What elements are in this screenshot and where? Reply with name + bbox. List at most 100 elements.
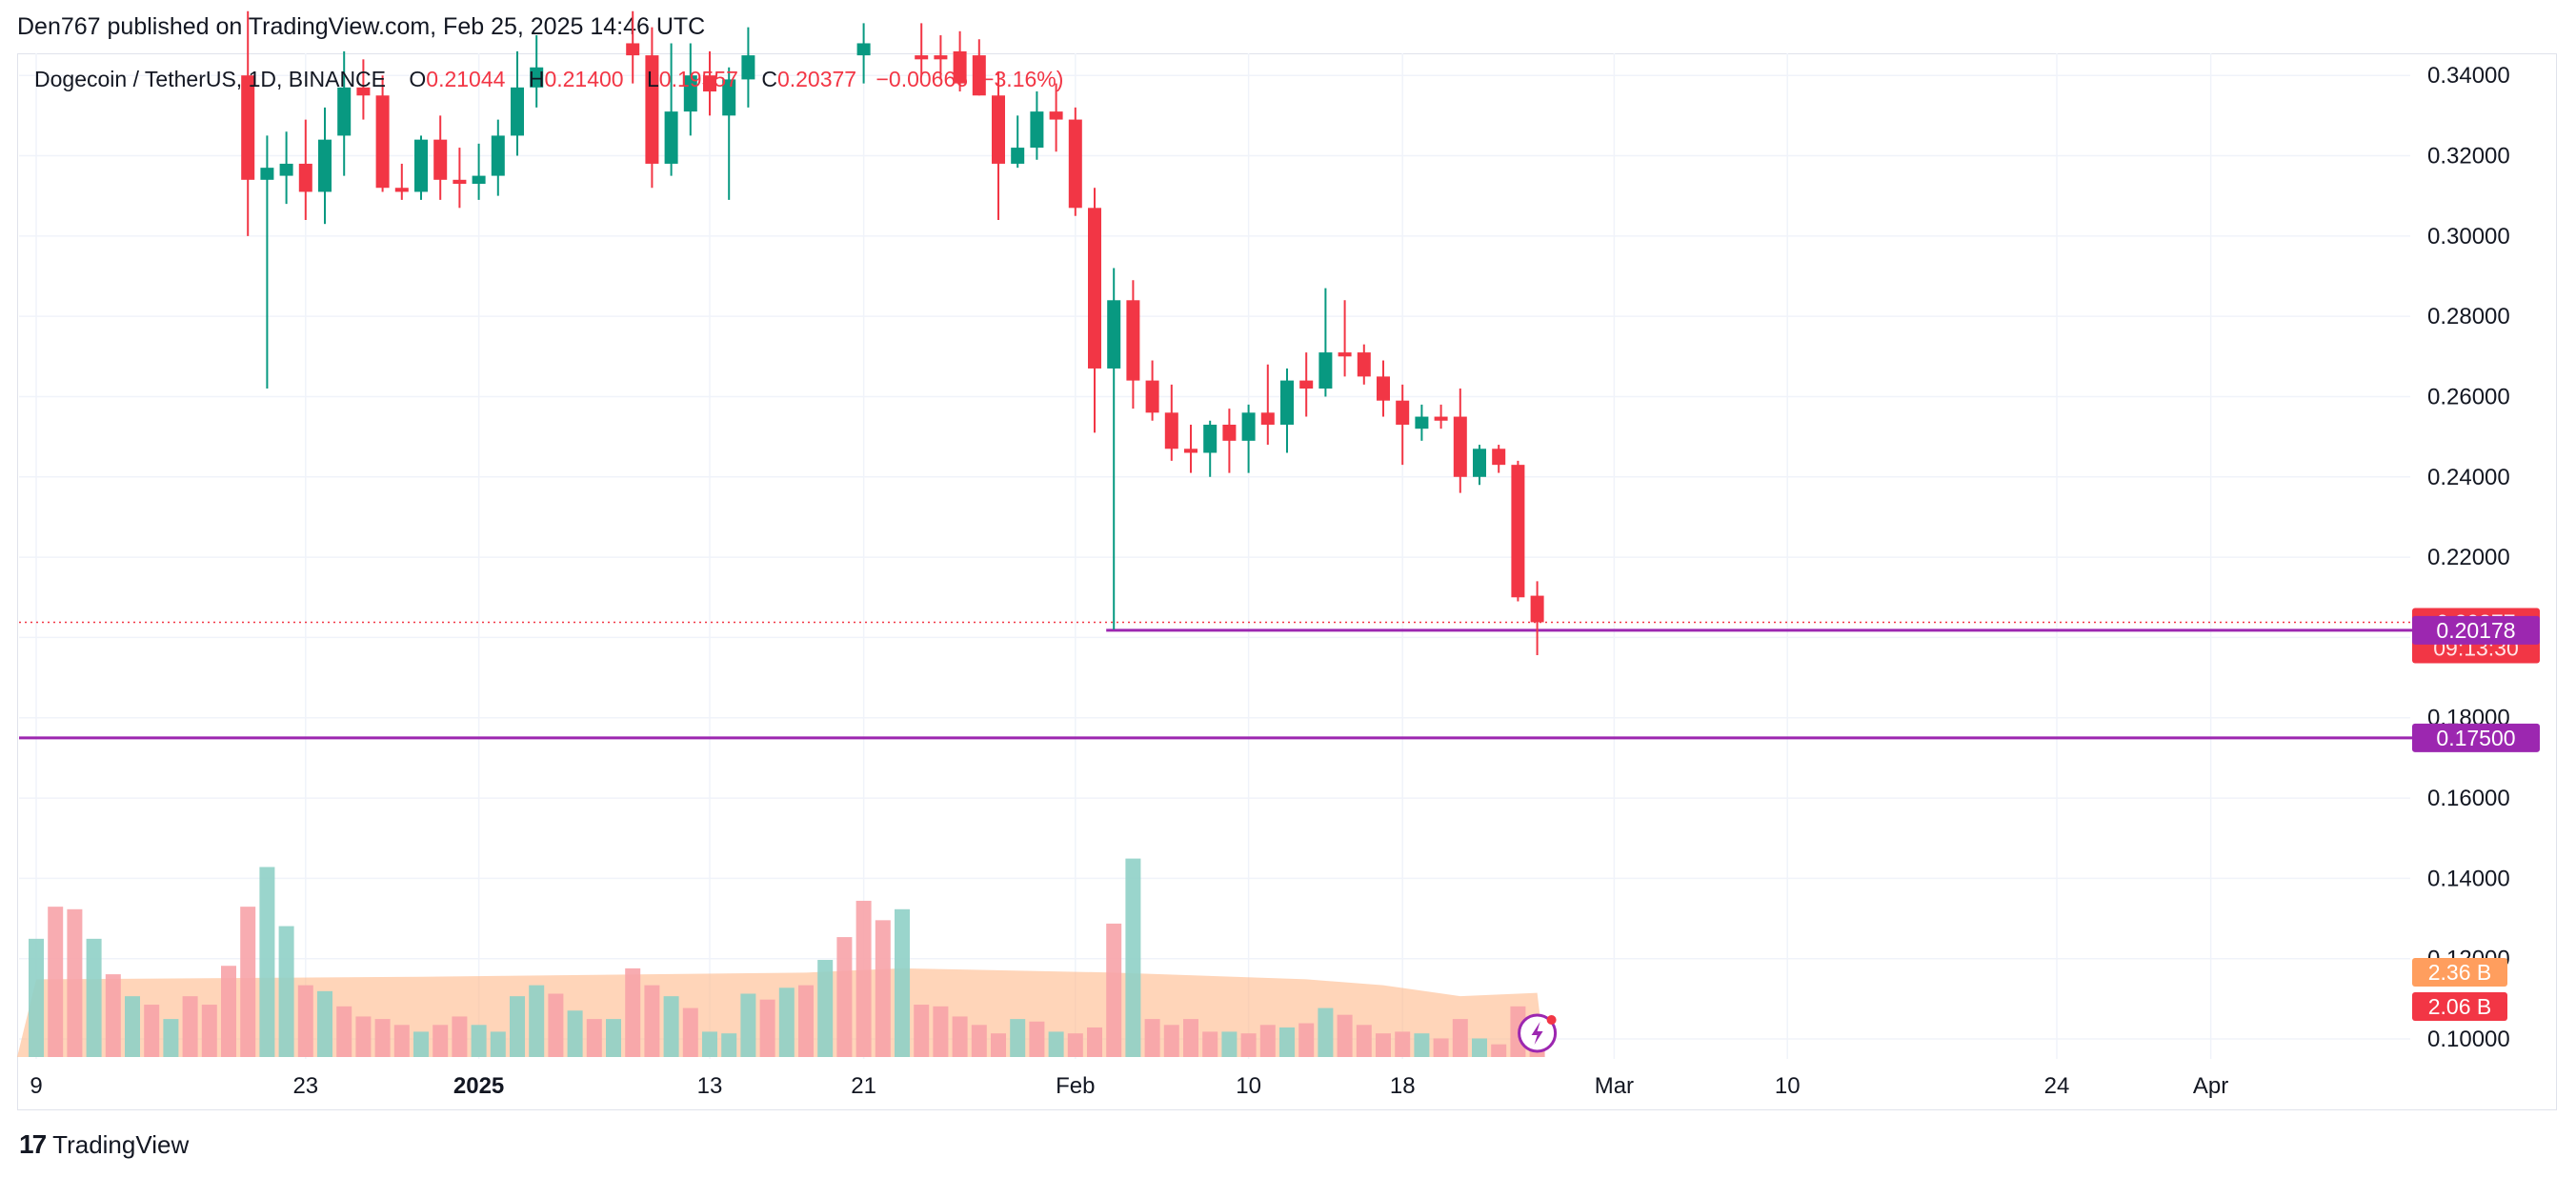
candle-body: [1530, 595, 1544, 623]
candle-body: [1068, 119, 1082, 209]
volume-bar: [625, 968, 641, 1057]
volume-bar: [1472, 1038, 1487, 1057]
volume-bar: [125, 996, 140, 1057]
change-value: −0.00666 (−3.16%): [875, 67, 1064, 91]
volume-bar: [682, 1007, 698, 1057]
candle-body: [741, 55, 755, 80]
y-tick-label: 0.32000: [2427, 144, 2510, 170]
volume-bar: [105, 974, 121, 1057]
y-tick-label: 0.14000: [2427, 866, 2510, 891]
candle-body: [1260, 412, 1275, 425]
x-tick-label: 18: [1390, 1073, 1416, 1099]
volume-bar: [490, 1031, 506, 1057]
volume-bar: [1259, 1025, 1276, 1057]
volume-bar: [259, 867, 275, 1057]
volume-bar: [1433, 1038, 1449, 1057]
y-tick-label: 0.22000: [2427, 545, 2510, 570]
volume-bar: [1491, 1044, 1507, 1057]
candle-body: [318, 139, 332, 192]
chart-frame[interactable]: [17, 53, 2557, 1110]
volume-bar: [644, 985, 660, 1057]
volume-bar: [336, 1006, 352, 1057]
volume-bar: [721, 1033, 737, 1057]
low-value: 0.19557: [658, 67, 738, 91]
close-value: 0.20377: [776, 67, 857, 91]
volume-bar: [740, 993, 756, 1057]
volume-bar: [702, 1031, 717, 1057]
volume-bar: [317, 990, 332, 1057]
volume-bar: [1048, 1031, 1064, 1057]
x-tick-label: 23: [292, 1073, 318, 1099]
candle-body: [1107, 300, 1121, 369]
candle-body: [337, 87, 352, 136]
price-tag-label: 0.17500: [2436, 726, 2515, 750]
price-tag: [2412, 723, 2540, 752]
price-tag-label: 0.20178: [2436, 618, 2515, 643]
x-tick-label: Apr: [2193, 1073, 2228, 1099]
candle-body: [394, 188, 409, 192]
lightning-bolt-icon: [1531, 1022, 1543, 1045]
volume-bar: [1125, 858, 1141, 1057]
volume-bar: [1010, 1019, 1026, 1057]
candle-body: [915, 55, 929, 60]
candle-body: [260, 168, 274, 180]
candle-body: [856, 43, 871, 56]
symbol-name[interactable]: Dogecoin / TetherUS, 1D, BINANCE: [34, 67, 387, 91]
candle-body: [241, 75, 255, 180]
candle-body: [298, 163, 312, 192]
candle-body: [934, 55, 948, 60]
volume-bar: [1376, 1033, 1391, 1057]
volume-bar: [952, 1016, 968, 1057]
x-tick-label: 13: [697, 1073, 723, 1099]
candle-body: [1203, 424, 1218, 453]
tradingview-footer[interactable]: 17 TradingView: [19, 1129, 189, 1160]
candle-body: [1184, 449, 1197, 453]
high-label: H: [528, 67, 545, 91]
volume-bar: [875, 920, 891, 1057]
y-tick-label: 0.28000: [2427, 304, 2510, 329]
high-value: 0.21400: [544, 67, 624, 91]
symbol-legend[interactable]: Dogecoin / TetherUS, 1D, BINANCE O0.2104…: [34, 67, 1063, 92]
volume-bar: [933, 1006, 949, 1057]
candle-body: [1492, 449, 1506, 466]
grid-layer: [19, 53, 2410, 1059]
volume-bar: [1356, 1025, 1372, 1057]
level-layer: [19, 621, 2412, 740]
candle-body: [1030, 111, 1044, 149]
volume-bar: [586, 1019, 602, 1057]
candle-body: [453, 179, 467, 185]
published-text: Den767 published on TradingView.com, Feb…: [17, 13, 706, 40]
volume-bar: [817, 960, 834, 1057]
candle-body: [1222, 424, 1237, 441]
tradingview-brand[interactable]: TradingView: [52, 1129, 190, 1159]
candle-body: [1126, 300, 1140, 381]
candle-body: [626, 43, 640, 56]
volume-bar: [1395, 1031, 1411, 1057]
volume-bar: [163, 1019, 179, 1057]
volume-bar: [836, 937, 853, 1057]
candle-body: [1473, 449, 1486, 477]
volume-layer: [17, 858, 1545, 1057]
volume-bar: [67, 908, 83, 1057]
candle-body: [645, 55, 659, 164]
tradingview-logo-icon: 17: [19, 1129, 47, 1159]
volume-bar: [1163, 1025, 1179, 1057]
volume-bar: [374, 1019, 391, 1057]
candle-body: [992, 95, 1005, 164]
candle-body: [1049, 111, 1063, 120]
alert-dot-icon: [1546, 1015, 1557, 1025]
candle-body: [491, 135, 505, 176]
volume-tag: [2412, 992, 2507, 1021]
volume-bar: [759, 999, 775, 1057]
volume-bar: [433, 1025, 449, 1057]
candle-body: [1145, 380, 1159, 413]
x-tick-label: 10: [1236, 1073, 1261, 1099]
candle-body: [664, 111, 678, 164]
candle-body: [722, 79, 736, 116]
candle-body: [1434, 416, 1448, 421]
volume-bar: [1221, 1031, 1238, 1057]
volume-bar: [297, 985, 313, 1057]
close-label: C: [761, 67, 777, 91]
